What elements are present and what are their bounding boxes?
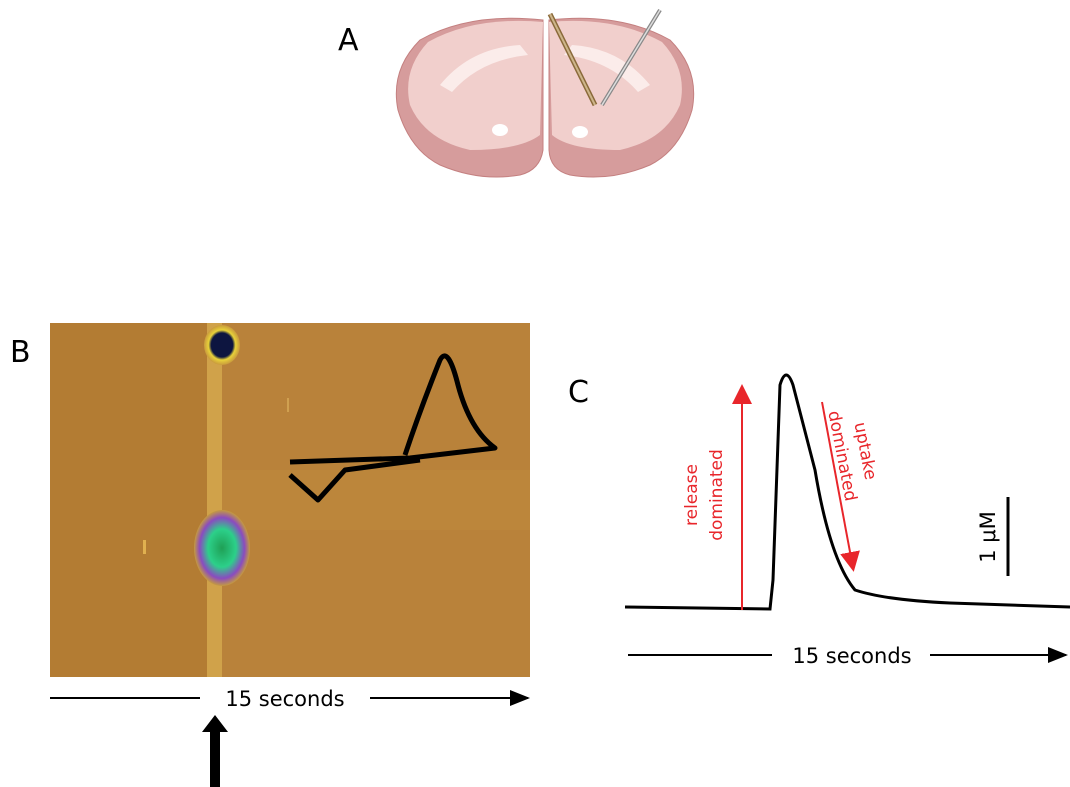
figure: A B 15 seconds C release dominated uptak… [0,0,1070,787]
time-label: 15 seconds [792,644,911,668]
brain-slice [396,10,693,177]
release-label: dominated [707,449,727,541]
panel-label: A [338,23,359,58]
panel-label: B [10,335,31,370]
scale-label: 1 μM [976,511,1000,563]
color-plot [50,323,530,677]
time-label: 15 seconds [225,687,344,711]
release-label: release [682,464,702,526]
panel-label: C [568,375,589,410]
stimulus-arrow [202,715,228,787]
